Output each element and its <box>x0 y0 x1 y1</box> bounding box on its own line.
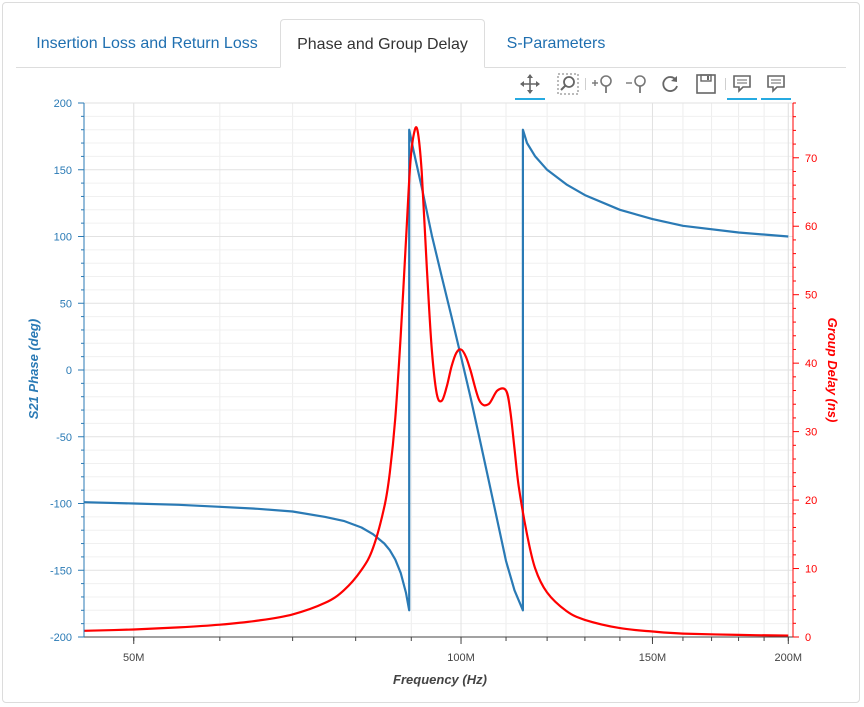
toolbar-divider <box>585 78 586 90</box>
reset-icon[interactable] <box>655 70 685 98</box>
pan-icon[interactable] <box>515 70 545 100</box>
y-right-tick-label: 30 <box>805 427 817 439</box>
y-left-tick-label: 0 <box>66 365 72 377</box>
x-tick-label: 50M <box>123 652 144 664</box>
x-tick-label: 200M <box>775 652 803 664</box>
tab-bar: Insertion Loss and Return Loss Phase and… <box>16 19 846 68</box>
hover-icon[interactable] <box>727 70 757 100</box>
x-axis-label: Frequency (Hz) <box>393 672 487 687</box>
grid-lines <box>84 102 793 638</box>
y-right-tick-label: 40 <box>805 358 817 370</box>
y-left-tick-label: -50 <box>56 432 72 444</box>
tab-s-parameters[interactable]: S-Parameters <box>506 35 606 52</box>
save-icon[interactable] <box>691 70 721 98</box>
y-right-axis-label: Group Delay (ns) <box>825 318 840 423</box>
toolbar-divider <box>725 78 726 90</box>
y-left-tick-label: 50 <box>60 298 72 310</box>
y-left-axis-label: S21 Phase (deg) <box>26 319 41 419</box>
y-right-tick-label: 60 <box>805 221 817 233</box>
y-left-tick-label: -100 <box>50 499 72 511</box>
y-left-tick-label: 150 <box>54 165 72 177</box>
y-right-tick-label: 50 <box>805 290 817 302</box>
y-left-tick-label: -150 <box>50 565 72 577</box>
series-lines <box>83 126 789 637</box>
zoom-in-icon[interactable] <box>587 70 617 98</box>
tab-insertion-loss[interactable]: Insertion Loss and Return Loss <box>36 35 258 52</box>
y-left-tick-label: 200 <box>54 98 72 110</box>
y-left-tick-label: 100 <box>54 232 72 244</box>
y-right-tick-label: 0 <box>805 632 811 644</box>
y-right-tick-label: 20 <box>805 495 817 507</box>
y-left-tick-label: -200 <box>50 632 72 644</box>
zoom-out-icon[interactable] <box>621 70 651 98</box>
x-tick-label: 150M <box>639 652 667 664</box>
hover-icon[interactable] <box>761 70 791 100</box>
tab-phase-group-delay[interactable]: Phase and Group Delay <box>280 19 485 68</box>
group-delay-series-line <box>83 126 789 637</box>
box-zoom-icon[interactable] <box>553 70 583 98</box>
axes: 50M 100M 150M 200M-200-150-100-500501001502… <box>50 98 817 664</box>
phase-series-line <box>83 128 789 612</box>
y-right-tick-label: 10 <box>805 564 817 576</box>
x-tick-label: 100M <box>447 652 475 664</box>
y-right-tick-label: 70 <box>805 153 817 165</box>
